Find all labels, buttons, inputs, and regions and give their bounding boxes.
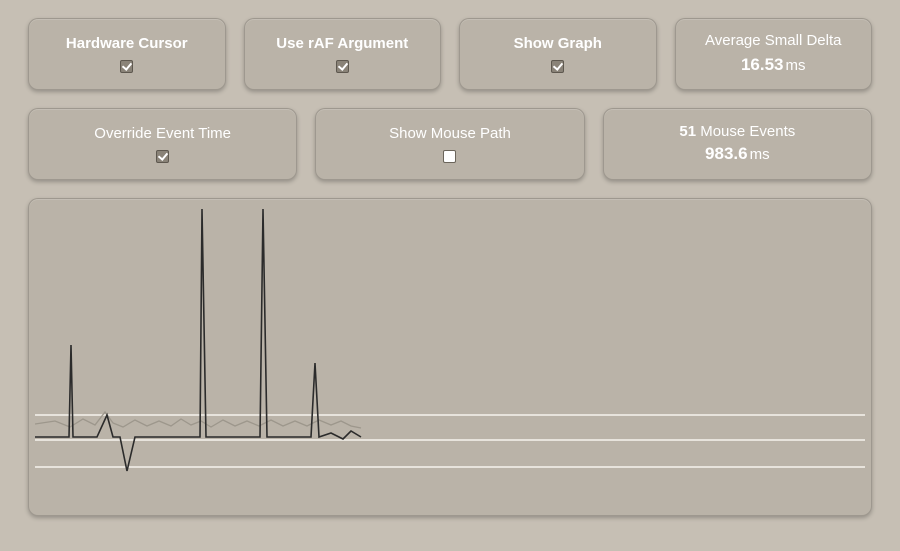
value-avg-small-delta: 16.53ms	[741, 55, 806, 75]
graph-panel	[28, 198, 872, 516]
graph-gridlines	[35, 415, 865, 467]
checkbox-use-raf[interactable]	[336, 60, 349, 73]
mouse-events-count: 51	[679, 123, 696, 140]
checkbox-override-event-time[interactable]	[156, 150, 169, 163]
label-hardware-cursor: Hardware Cursor	[66, 35, 188, 52]
checkbox-wrap-show-graph	[551, 58, 564, 71]
avg-small-delta-number: 16.53	[741, 55, 784, 74]
card-hardware-cursor: Hardware Cursor	[28, 18, 226, 90]
graph-svg	[35, 205, 865, 509]
label-override-event-time: Override Event Time	[94, 125, 231, 142]
checkbox-wrap-show-mouse-path	[443, 148, 456, 161]
card-use-raf: Use rAF Argument	[244, 18, 442, 90]
checkbox-hardware-cursor[interactable]	[120, 60, 133, 73]
checkbox-wrap-hardware-cursor	[120, 58, 133, 71]
checkbox-wrap-override-event-time	[156, 148, 169, 161]
label-show-mouse-path: Show Mouse Path	[389, 125, 511, 142]
row-2: Override Event Time Show Mouse Path 51 M…	[28, 108, 872, 180]
card-show-graph: Show Graph	[459, 18, 657, 90]
mouse-events-suffix: Mouse Events	[700, 123, 795, 140]
card-avg-small-delta: Average Small Delta 16.53ms	[675, 18, 873, 90]
card-show-mouse-path: Show Mouse Path	[315, 108, 584, 180]
label-avg-small-delta: Average Small Delta	[705, 32, 841, 49]
avg-small-delta-unit: ms	[786, 57, 806, 74]
mouse-events-duration: 983.6ms	[705, 144, 770, 164]
label-use-raf: Use rAF Argument	[276, 35, 408, 52]
mouse-events-duration-unit: ms	[750, 146, 770, 163]
row-1: Hardware Cursor Use rAF Argument Show Gr…	[28, 18, 872, 90]
checkbox-show-graph[interactable]	[551, 60, 564, 73]
checkbox-show-mouse-path[interactable]	[443, 150, 456, 163]
card-override-event-time: Override Event Time	[28, 108, 297, 180]
checkbox-wrap-use-raf	[336, 58, 349, 71]
mouse-events-duration-value: 983.6	[705, 144, 748, 163]
graph-inner	[35, 205, 865, 509]
label-show-graph: Show Graph	[514, 35, 602, 52]
card-mouse-events: 51 Mouse Events 983.6ms	[603, 108, 872, 180]
page-root: Hardware Cursor Use rAF Argument Show Gr…	[0, 0, 900, 551]
mouse-events-head: 51 Mouse Events	[679, 123, 795, 140]
graph-series-dark	[35, 209, 361, 471]
control-rows: Hardware Cursor Use rAF Argument Show Gr…	[0, 0, 900, 180]
